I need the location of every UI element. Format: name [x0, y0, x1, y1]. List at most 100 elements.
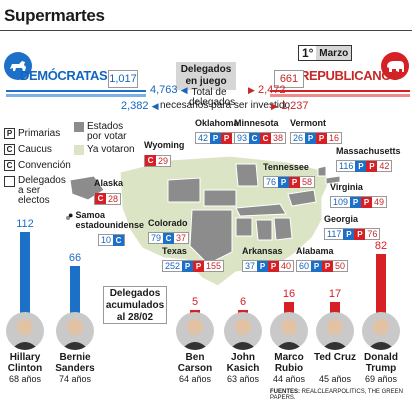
rep-delegates: 40 — [281, 261, 292, 271]
primary-badge-icon: P — [354, 228, 366, 240]
total-delegates-label: Total de delegados — [189, 87, 236, 108]
state-delegates: 10 C — [98, 234, 126, 246]
state-name: Tennessee — [263, 162, 309, 172]
primary-badge-icon: P — [210, 132, 222, 144]
dem-total-value: 4,763 — [150, 84, 178, 96]
primary-badge-icon: P — [268, 260, 280, 272]
primary-badge-icon: P — [4, 128, 15, 139]
state-name: Alaska — [94, 178, 124, 188]
primary-badge-icon: P — [355, 160, 367, 172]
triangle-right-icon: ▶ — [248, 85, 255, 95]
delegate-bar — [330, 302, 340, 314]
primary-badge-icon: P — [305, 132, 317, 144]
delegate-bar — [70, 266, 80, 314]
state-virginia: Virginia 109 P P 49 — [330, 182, 388, 210]
sources-label: FUENTES: — [270, 389, 300, 395]
candidate-name: Ted Cruz — [313, 352, 357, 363]
avatar — [224, 312, 262, 350]
rep-total-value: 2,472 — [257, 84, 286, 96]
legend-por-votar: Estados por votar — [74, 122, 131, 142]
delegate-count: 82 — [374, 240, 388, 252]
rep-delegates: 16 — [329, 133, 340, 143]
primary-badge-icon: P — [361, 196, 373, 208]
rep-delegates: 38 — [273, 133, 284, 143]
date-month: Marzo — [316, 46, 351, 60]
republicans-label: REPUBLICANOS — [300, 68, 400, 83]
state-massachusetts: Massachusetts 116 P P 42 — [336, 146, 401, 174]
rep-delegates: 37 — [176, 233, 187, 243]
dem-rule — [6, 90, 146, 92]
legend-ya-votaron: Ya votaron — [74, 144, 135, 155]
state-name: Wyoming — [144, 140, 185, 150]
swatch-icon — [74, 122, 84, 132]
legend-delegados-label: Delegados a ser electos — [18, 175, 66, 206]
triangle-left-icon: ◀ — [180, 85, 188, 95]
delegate-count: 6 — [239, 296, 247, 308]
candidate-age: 64 años — [178, 374, 212, 384]
delegate-bar — [20, 232, 30, 314]
dem-delegates: 79 — [151, 233, 162, 243]
rep-rule — [270, 90, 410, 92]
primary-badge-icon: P — [350, 196, 362, 208]
dem-delegates: 116 — [339, 161, 354, 171]
rep-needed-value: 1,237 — [280, 100, 309, 112]
dem-needed-delegates: 2,382 ◀ — [121, 100, 159, 112]
legend-por-votar-label: Estados por votar — [87, 121, 127, 142]
state-delegates: 79 C 37 — [148, 232, 190, 244]
delegate-bar — [376, 254, 386, 314]
candidate-age: 44 años — [272, 374, 306, 384]
dem-delegates: 10 — [101, 235, 112, 245]
date-day: 1° — [302, 46, 314, 60]
primary-badge-icon: P — [343, 228, 355, 240]
rep-delegates: 28 — [108, 193, 119, 204]
triangle-right-icon: ▶ — [271, 101, 278, 111]
us-map — [66, 155, 341, 287]
state-delegates: 116 P P 42 — [336, 160, 393, 172]
primary-badge-icon: P — [316, 132, 328, 144]
elephant-icon — [381, 52, 409, 80]
state-name: Arkansas — [242, 246, 283, 256]
caucus-badge-icon: C — [4, 144, 15, 155]
state-name: Minnesota — [234, 118, 279, 128]
caucus-badge-icon: C — [95, 193, 106, 204]
rep-delegates: 49 — [374, 197, 385, 207]
candidate-age: 68 años — [8, 374, 42, 384]
caucus-badge-icon: C — [145, 155, 156, 166]
state-name: Oklahoma — [195, 118, 239, 128]
state-name: Texas — [162, 246, 187, 256]
primary-badge-icon: P — [289, 176, 301, 188]
primary-badge-icon: P — [311, 260, 323, 272]
state-delegates: C 28 — [94, 192, 122, 205]
dem-needed-value: 2,382 — [121, 100, 149, 112]
delegate-count: 66 — [68, 252, 82, 264]
primary-badge-icon: P — [322, 260, 334, 272]
page-title: Supermartes — [4, 6, 105, 25]
rep-delegates-in-game: 661 — [274, 70, 304, 88]
legend-primarias-label: Primarias — [18, 128, 61, 139]
state-minnesota: Minnesota 93 C C 38 — [234, 118, 287, 146]
state-name: Vermont — [290, 118, 327, 128]
avatar — [176, 312, 214, 350]
delegate-count: 5 — [191, 296, 199, 308]
state-delegates: 93 C C 38 — [234, 132, 287, 144]
avatar — [362, 312, 400, 350]
delegate-count: 17 — [328, 288, 342, 300]
caucus-badge-icon: C — [260, 132, 272, 144]
rep-delegates: 50 — [335, 261, 346, 271]
sources: FUENTES: REALCLEARPOLITICS, THE GREEN PA… — [270, 389, 412, 400]
rep-total-delegates: ▶ 2,472 — [248, 84, 286, 96]
caucus-badge-icon: C — [249, 132, 261, 144]
candidate-age: 63 años — [226, 374, 260, 384]
state-tennessee: Tennessee 76 P P 58 — [263, 162, 316, 190]
state-delegates: 109 P P 49 — [330, 196, 388, 208]
state-colorado: Colorado 79 C 37 — [148, 218, 190, 246]
dem-delegates: 42 — [198, 133, 209, 143]
candidate-age: 74 años — [58, 374, 92, 384]
legend-ya-votaron-label: Ya votaron — [87, 144, 135, 155]
delegate-bar — [284, 302, 294, 314]
state-delegates: 37 P P 40 — [242, 260, 295, 272]
legend-caucus-label: Caucus — [18, 144, 52, 155]
candidate-age: 69 años — [364, 374, 398, 384]
legend-delegados: Delegados a ser electos — [4, 175, 66, 206]
dem-delegates: 60 — [299, 261, 310, 271]
